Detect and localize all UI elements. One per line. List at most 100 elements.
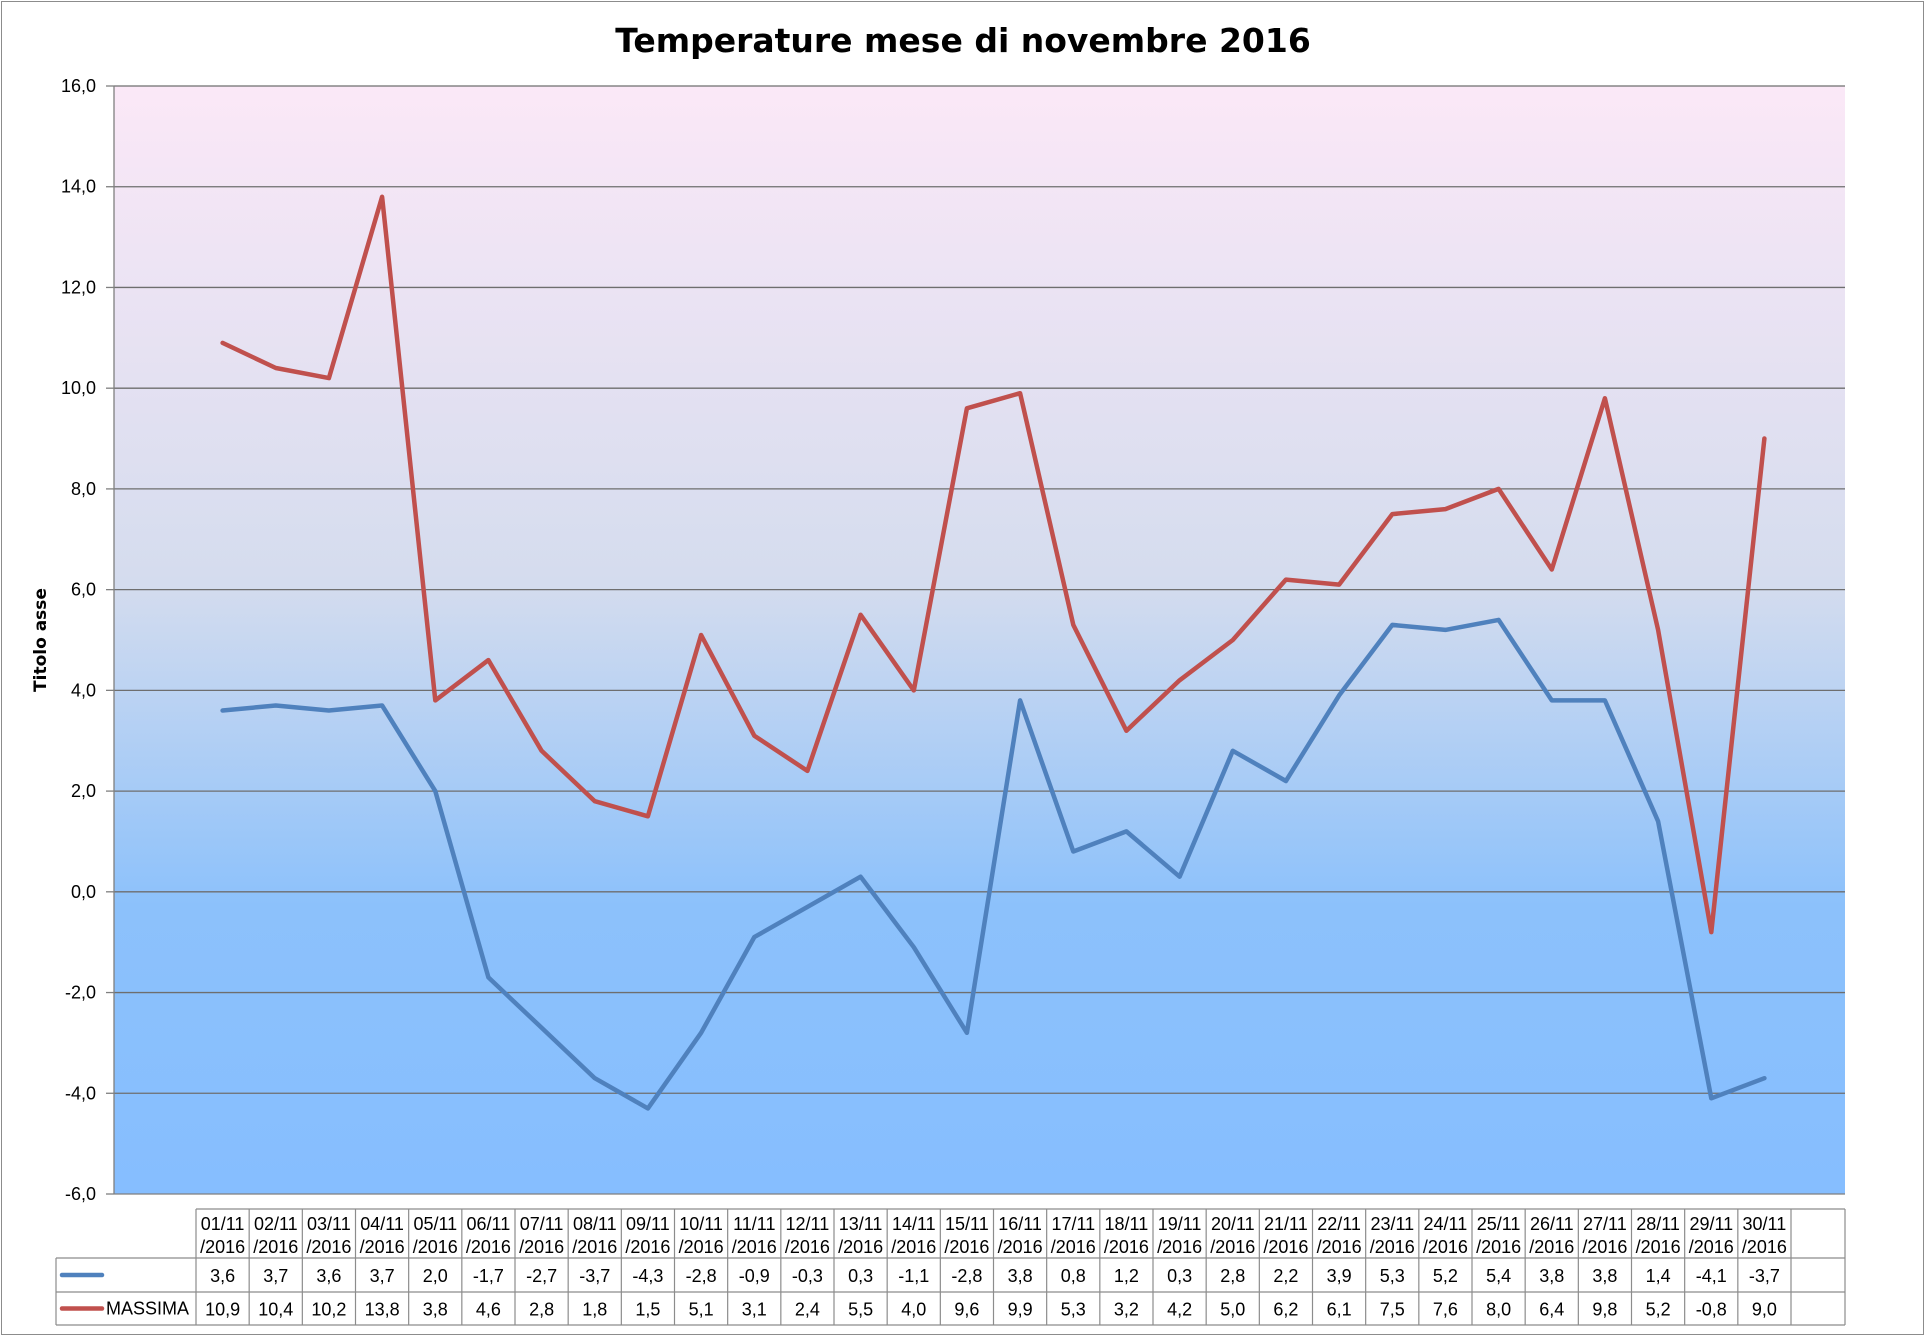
category-label: 15/11/2016 bbox=[944, 1214, 989, 1257]
category-label: 27/11/2016 bbox=[1582, 1214, 1627, 1257]
data-label: 10,2 bbox=[311, 1300, 346, 1320]
data-label: -2,8 bbox=[951, 1266, 982, 1286]
category-label: 10/11/2016 bbox=[679, 1214, 724, 1257]
category-label: 19/11/2016 bbox=[1157, 1214, 1202, 1257]
data-label: 5,3 bbox=[1380, 1266, 1405, 1286]
data-label: 8,0 bbox=[1486, 1300, 1511, 1320]
category-label: 21/11/2016 bbox=[1263, 1214, 1308, 1257]
y-tick-label: 6,0 bbox=[71, 580, 96, 600]
data-label: 0,8 bbox=[1061, 1266, 1086, 1286]
chart-title: Temperature mese di novembre 2016 bbox=[615, 21, 1311, 60]
category-label: 30/11/2016 bbox=[1742, 1214, 1787, 1257]
data-label: 0,3 bbox=[848, 1266, 873, 1286]
data-label: 3,7 bbox=[370, 1266, 395, 1286]
data-label: 3,9 bbox=[1327, 1266, 1352, 1286]
y-tick-label: 2,0 bbox=[71, 781, 96, 801]
y-tick-label: 0,0 bbox=[71, 882, 96, 902]
data-label: -1,7 bbox=[473, 1266, 504, 1286]
data-label: 9,6 bbox=[954, 1300, 979, 1320]
data-label: 10,4 bbox=[258, 1300, 293, 1320]
category-label: 09/11/2016 bbox=[625, 1214, 670, 1257]
data-label: 5,1 bbox=[689, 1300, 714, 1320]
data-label: -0,3 bbox=[792, 1266, 823, 1286]
data-label: 6,4 bbox=[1539, 1300, 1564, 1320]
data-label: -3,7 bbox=[1749, 1266, 1780, 1286]
category-label: 02/11/2016 bbox=[253, 1214, 298, 1257]
data-label: 0,3 bbox=[1167, 1266, 1192, 1286]
data-label: 3,1 bbox=[742, 1300, 767, 1320]
data-label: 1,5 bbox=[635, 1300, 660, 1320]
data-label: -2,7 bbox=[526, 1266, 557, 1286]
data-label: 6,2 bbox=[1273, 1300, 1298, 1320]
data-label: 2,4 bbox=[795, 1300, 820, 1320]
y-tick-label: 10,0 bbox=[61, 378, 96, 398]
data-label: 3,6 bbox=[210, 1266, 235, 1286]
data-label: 3,8 bbox=[1592, 1266, 1617, 1286]
category-label: 11/11/2016 bbox=[732, 1214, 777, 1257]
category-label: 13/11/2016 bbox=[838, 1214, 883, 1257]
data-label: 5,4 bbox=[1486, 1266, 1511, 1286]
series-lines bbox=[220, 194, 1767, 1111]
data-label: 4,0 bbox=[901, 1300, 926, 1320]
category-label: 23/11/2016 bbox=[1370, 1214, 1415, 1257]
y-tick-label: 14,0 bbox=[61, 177, 96, 197]
y-tick-label: -6,0 bbox=[65, 1184, 96, 1204]
data-label: 9,8 bbox=[1592, 1300, 1617, 1320]
data-label: -3,7 bbox=[579, 1266, 610, 1286]
data-label: 9,9 bbox=[1008, 1300, 1033, 1320]
data-label: 1,8 bbox=[582, 1300, 607, 1320]
category-label: 04/11/2016 bbox=[360, 1214, 405, 1257]
category-label: 01/11/2016 bbox=[200, 1214, 245, 1257]
category-label: 08/11/2016 bbox=[572, 1214, 617, 1257]
data-label: 5,3 bbox=[1061, 1300, 1086, 1320]
category-label: 25/11/2016 bbox=[1476, 1214, 1521, 1257]
y-tick-label: -4,0 bbox=[65, 1083, 96, 1103]
data-label: 3,8 bbox=[1008, 1266, 1033, 1286]
y-tick-label: 16,0 bbox=[61, 76, 96, 96]
y-axis-ticks: -6,0 -4,0 -2,0 0,0 2,0 4,0 6,0 8,0 10,0 12,0 14,0 1… bbox=[61, 76, 114, 1204]
category-label: 16/11/2016 bbox=[998, 1214, 1043, 1257]
category-label: 24/11/2016 bbox=[1423, 1214, 1468, 1257]
data-label: 3,8 bbox=[423, 1300, 448, 1320]
data-label: 7,5 bbox=[1380, 1300, 1405, 1320]
data-label: 3,2 bbox=[1114, 1300, 1139, 1320]
series-name: MASSIMA bbox=[106, 1299, 189, 1319]
data-label: -4,1 bbox=[1696, 1266, 1727, 1286]
data-label: 3,8 bbox=[1539, 1266, 1564, 1286]
series-line-1 bbox=[220, 194, 1767, 935]
data-label: 4,2 bbox=[1167, 1300, 1192, 1320]
category-label: 17/11/2016 bbox=[1051, 1214, 1096, 1257]
data-table: 01/11/201602/11/201603/11/201604/11/2016… bbox=[55, 1208, 1846, 1326]
category-label: 12/11/2016 bbox=[785, 1214, 830, 1257]
y-tick-label: 12,0 bbox=[61, 277, 96, 297]
category-label: 07/11/2016 bbox=[519, 1214, 564, 1257]
data-label: 4,6 bbox=[476, 1300, 501, 1320]
category-label: 22/11/2016 bbox=[1317, 1214, 1362, 1257]
y-axis-label: Titolo asse bbox=[31, 588, 51, 692]
category-label: 06/11/2016 bbox=[466, 1214, 511, 1257]
data-label: 5,2 bbox=[1433, 1266, 1458, 1286]
data-label: 7,6 bbox=[1433, 1300, 1458, 1320]
data-label: 2,0 bbox=[423, 1266, 448, 1286]
data-label: -4,3 bbox=[632, 1266, 663, 1286]
plot-area bbox=[114, 86, 1845, 1194]
y-tick-label: 4,0 bbox=[71, 680, 96, 700]
data-label: -2,8 bbox=[686, 1266, 717, 1286]
gridlines bbox=[113, 85, 1845, 1195]
category-label: 03/11/2016 bbox=[306, 1214, 351, 1257]
data-label: 9,0 bbox=[1752, 1300, 1777, 1320]
category-label: 05/11/2016 bbox=[413, 1214, 458, 1257]
data-label: -0,8 bbox=[1696, 1300, 1727, 1320]
data-label: -1,1 bbox=[898, 1266, 929, 1286]
data-label: 1,2 bbox=[1114, 1266, 1139, 1286]
category-label: 29/11/2016 bbox=[1689, 1214, 1734, 1257]
data-label: 3,6 bbox=[316, 1266, 341, 1286]
data-label: 2,8 bbox=[529, 1300, 554, 1320]
data-label: -0,9 bbox=[739, 1266, 770, 1286]
data-label: 6,1 bbox=[1327, 1300, 1352, 1320]
category-label: 28/11/2016 bbox=[1636, 1214, 1681, 1257]
data-label: 5,2 bbox=[1646, 1300, 1671, 1320]
data-label: 5,5 bbox=[848, 1300, 873, 1320]
